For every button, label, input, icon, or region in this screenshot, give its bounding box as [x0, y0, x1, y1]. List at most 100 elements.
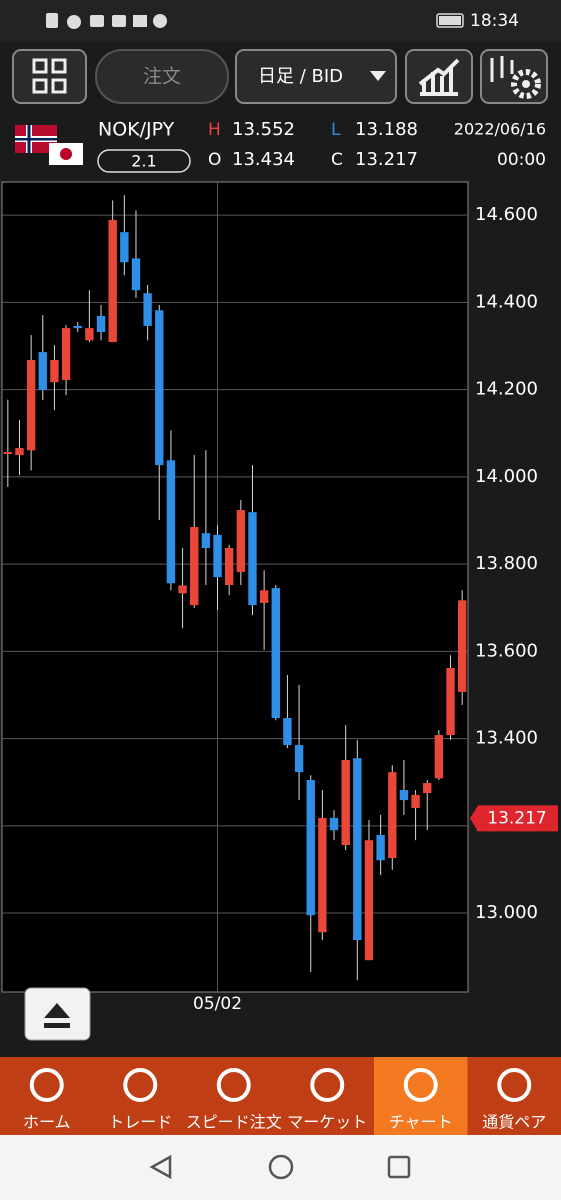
candle-body — [236, 510, 246, 572]
nav-icon — [497, 1068, 532, 1102]
candle-body — [3, 452, 13, 454]
open-value: 13.434 — [232, 149, 295, 170]
menu-button[interactable] — [12, 49, 87, 104]
candle-body — [96, 315, 106, 333]
candle-body — [457, 600, 467, 692]
low-label: L — [331, 120, 341, 140]
back-button[interactable] — [149, 1154, 172, 1180]
candle-body — [248, 512, 257, 606]
nav-icon — [123, 1068, 158, 1102]
nav-icon — [310, 1068, 345, 1102]
period-select[interactable] — [235, 49, 397, 104]
nav-label: 通貨ペア — [482, 1113, 546, 1132]
nav-icon — [29, 1068, 64, 1102]
candle-body — [341, 759, 350, 846]
candle-body — [131, 258, 141, 291]
nav-label: トレード — [108, 1113, 172, 1132]
candle-body — [190, 527, 199, 606]
nav-label: ホーム — [23, 1113, 71, 1132]
nav-icon — [403, 1068, 438, 1102]
candle-body — [143, 293, 152, 326]
settings-icon — [490, 56, 541, 99]
candle-body — [166, 460, 176, 584]
candle-body — [294, 745, 304, 773]
battery-icon — [436, 13, 464, 28]
spread-box — [97, 149, 191, 173]
y-tick-label: 13.400 — [475, 728, 538, 749]
candle-body — [353, 758, 362, 941]
candle-body — [85, 328, 94, 341]
candle-body — [283, 718, 292, 746]
nav: ホーム トレード スピード注文 マーケット チャート 通貨ペア — [23, 1057, 546, 1135]
candle-body — [61, 328, 71, 381]
candle-body — [38, 352, 47, 391]
price-tag — [470, 805, 558, 832]
eject-icon — [44, 1003, 70, 1028]
price-tag-label: 13.217 — [487, 808, 546, 828]
y-tick-label: 13.600 — [475, 640, 538, 661]
order-button[interactable] — [95, 49, 229, 104]
pair: NOK/JPY — [98, 119, 175, 141]
battery-level — [439, 16, 461, 25]
candle-body — [423, 783, 432, 794]
y-tick-label: 14.600 — [475, 204, 538, 225]
candle-body — [446, 667, 455, 736]
candle-body — [306, 780, 315, 916]
toolbar: 注文 日足 / BID — [12, 49, 548, 104]
candle-body — [329, 817, 339, 831]
candle-body — [271, 588, 280, 719]
order-label: 注文 — [143, 66, 181, 88]
system-nav — [0, 1135, 561, 1200]
nav-label: チャート — [389, 1113, 453, 1132]
y-tick-label: 14.000 — [475, 466, 538, 487]
x-tick-label: 05/02 — [193, 994, 242, 1014]
close-value: 13.217 — [355, 149, 418, 170]
candle-body — [318, 817, 327, 933]
high-value: 13.552 — [232, 119, 295, 140]
candle-body — [50, 359, 59, 383]
high-label: H — [208, 120, 221, 140]
candle-body — [411, 794, 420, 808]
candle-body — [201, 533, 211, 548]
period-label: 日足 / BID — [258, 66, 343, 87]
spread: 2.1 — [131, 152, 156, 171]
nav-icon — [216, 1068, 251, 1102]
y-tick-label: 13.000 — [475, 902, 538, 923]
status-icons — [46, 13, 167, 29]
candle-body — [108, 219, 117, 343]
quote-time: 00:00 — [497, 150, 546, 170]
candle-body — [388, 772, 397, 859]
candle-body — [155, 310, 164, 466]
close-label: C — [331, 150, 343, 170]
candle-body — [376, 834, 385, 861]
quote-date: 2022/06/16 — [454, 120, 546, 139]
candle-body — [399, 790, 409, 801]
candle-body — [73, 325, 82, 329]
candle-body — [26, 359, 36, 451]
dropdown-arrow — [370, 71, 386, 81]
candle-body — [259, 590, 269, 603]
chart: 13.00013.20013.40013.60013.80014.00014.2… — [2, 182, 558, 1014]
nav-label: スピード注文 — [186, 1113, 282, 1132]
candle-body — [120, 232, 129, 263]
open-label: O — [208, 150, 221, 170]
recents-button[interactable] — [387, 1155, 411, 1179]
nav-label: マーケット — [287, 1113, 367, 1132]
candle-body — [364, 840, 374, 961]
indicator-icon — [418, 58, 460, 96]
plot-area — [1, 181, 469, 993]
flag-jp — [49, 143, 83, 165]
home-button[interactable] — [268, 1154, 294, 1180]
y-tick-label: 13.800 — [475, 553, 538, 574]
status-time: 18:34 — [470, 11, 519, 31]
candle-body — [434, 735, 444, 779]
candle-body — [178, 585, 187, 594]
candle-body — [224, 547, 234, 586]
quote-panel: NOK/JPY 2.1 H 13.552 L 13.188 O 13.434 C… — [15, 119, 546, 173]
y-tick-label: 14.200 — [475, 379, 538, 400]
candle-body — [213, 534, 222, 578]
candle-body — [15, 448, 24, 456]
low-value: 13.188 — [355, 119, 418, 140]
menu-icon — [32, 58, 67, 94]
